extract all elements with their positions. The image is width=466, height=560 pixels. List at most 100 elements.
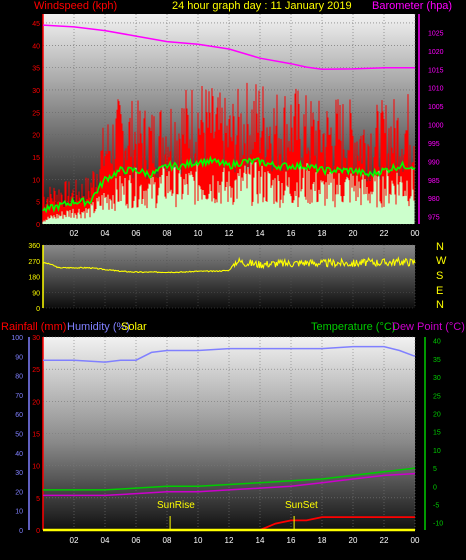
x-tick-label: 14	[256, 536, 265, 545]
x-tick-label: 18	[318, 536, 327, 545]
direction-tick: 360	[28, 243, 40, 250]
x-tick-label: 02	[70, 536, 79, 545]
temperature-line	[43, 467, 416, 491]
humidity-tick: 70	[15, 393, 23, 400]
temperature-tick: 10	[433, 448, 441, 455]
temperature-title: Temperature (°C)	[311, 321, 396, 333]
wind-series	[42, 162, 415, 224]
humidity-tick: 30	[15, 470, 23, 477]
x-tick-label: 16	[287, 536, 296, 545]
compass-label-s: S	[436, 270, 444, 282]
humidity-tick: 20	[15, 489, 23, 496]
x-tick-label: 06	[132, 536, 141, 545]
temperature-tick: -5	[433, 503, 439, 510]
x-tick-label: 02	[70, 229, 79, 238]
windspeed-title: Windspeed (kph)	[34, 0, 118, 12]
temperature-tick: 25	[433, 393, 441, 400]
x-tick-label: 10	[194, 229, 203, 238]
x-tick-label: 10	[194, 536, 203, 545]
x-tick-label: 08	[163, 536, 172, 545]
y-right-tick: 990	[428, 159, 440, 166]
x-tick-label: 14	[256, 229, 265, 238]
dewpoint-title: Dew Point (°C)	[392, 321, 465, 333]
solar-title: Solar	[121, 321, 147, 333]
humidity-title: Humidity (%)	[67, 321, 130, 333]
compass-label-w: W	[436, 255, 447, 267]
compass-label-n2: N	[436, 299, 444, 311]
x-tick-label: 16	[287, 229, 296, 238]
y-right-tick: 1015	[428, 67, 444, 74]
x-tick-label: 20	[349, 536, 358, 545]
rain-tick: 15	[32, 432, 40, 439]
y-left-tick: 0	[36, 222, 40, 229]
x-tick-label: 04	[101, 536, 110, 545]
y-left-tick: 40	[32, 43, 40, 50]
x-tick-label: 18	[318, 229, 327, 238]
humidity-tick: 100	[11, 335, 23, 342]
rainfall-title: Rainfall (mm)	[1, 321, 67, 333]
sunrise-label: SunRise	[157, 500, 195, 511]
temperature-tick: 20	[433, 411, 441, 418]
temperature-tick: 15	[433, 430, 441, 437]
temperature-tick: 35	[433, 357, 441, 364]
direction-tick: 270	[28, 259, 40, 266]
y-left-tick: 15	[32, 155, 40, 162]
y-left-tick: 35	[32, 66, 40, 73]
humidity-tick: 60	[15, 412, 23, 419]
x-tick-label: 04	[101, 229, 110, 238]
rain-tick: 20	[32, 399, 40, 406]
y-right-tick: 980	[428, 196, 440, 203]
rainfall-line	[43, 516, 415, 531]
y-right-tick: 1000	[428, 123, 444, 130]
rain-tick: 0	[36, 528, 40, 535]
barometer-title: Barometer (hpa)	[372, 0, 453, 12]
humidity-tick: 90	[15, 354, 23, 361]
average-wind-line	[42, 155, 416, 214]
x-tick-label: 20	[349, 229, 358, 238]
temperature-tick: 0	[433, 484, 437, 491]
graph-title: 24 hour graph day : 11 January 2019	[172, 0, 352, 12]
y-left-tick: 30	[32, 88, 40, 95]
x-tick-label: 06	[132, 229, 141, 238]
y-right-tick: 995	[428, 141, 440, 148]
y-right-tick: 985	[428, 178, 440, 185]
temperature-tick: 40	[433, 339, 441, 346]
x-tick-label: 22	[380, 229, 389, 238]
y-left-tick: 5	[36, 200, 40, 207]
y-left-tick: 45	[32, 21, 40, 28]
y-left-tick: 25	[32, 110, 40, 117]
x-tick-label: 00	[411, 229, 420, 238]
humidity-line	[43, 345, 416, 363]
temperature-tick: 30	[433, 375, 441, 382]
x-tick-label: 12	[225, 229, 234, 238]
humidity-tick: 0	[19, 528, 23, 535]
humidity-tick: 10	[15, 509, 23, 516]
y-right-tick: 1020	[428, 49, 444, 56]
humidity-tick: 50	[15, 432, 23, 439]
rain-tick: 5	[36, 496, 40, 503]
humidity-tick: 40	[15, 451, 23, 458]
x-tick-label: 00	[411, 536, 420, 545]
rain-tick: 25	[32, 367, 40, 374]
x-tick-label: 08	[163, 229, 172, 238]
sunset-label: SunSet	[285, 500, 318, 511]
y-right-tick: 1010	[428, 86, 444, 93]
compass-label-e: E	[436, 285, 444, 297]
direction-tick: 0	[36, 306, 40, 313]
wind-direction-line	[42, 256, 416, 274]
y-left-tick: 10	[32, 177, 40, 184]
x-tick-label: 22	[380, 536, 389, 545]
y-right-tick: 975	[428, 215, 440, 222]
rain-tick: 30	[32, 335, 40, 342]
temperature-tick: -10	[433, 521, 443, 528]
x-tick-label: 12	[225, 536, 234, 545]
temperature-tick: 5	[433, 466, 437, 473]
barometer-line	[42, 24, 415, 71]
y-left-tick: 20	[32, 133, 40, 140]
humidity-tick: 80	[15, 374, 23, 381]
direction-tick: 180	[28, 275, 40, 282]
y-right-tick: 1005	[428, 104, 444, 111]
direction-tick: 90	[32, 290, 40, 297]
